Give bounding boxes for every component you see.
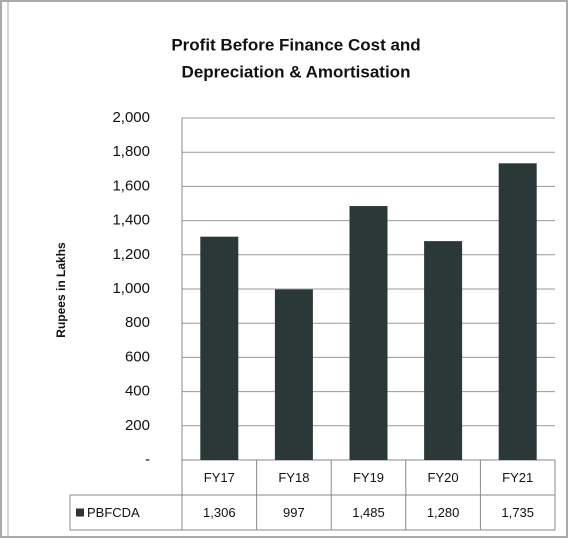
- y-tick-label: 200: [125, 417, 150, 434]
- legend-label: PBFCDA: [87, 505, 140, 520]
- y-tick-label: 2,000: [112, 109, 150, 126]
- x-tick-label: FY18: [278, 470, 309, 485]
- bar: [274, 289, 313, 460]
- legend-key: [76, 508, 84, 517]
- data-label: 997: [283, 505, 305, 520]
- bar: [200, 236, 239, 460]
- data-label: 1,735: [501, 505, 534, 520]
- bar: [498, 163, 537, 460]
- y-tick-label: 1,600: [112, 177, 150, 194]
- y-tick-label: 400: [125, 383, 150, 400]
- x-tick-label: FY21: [502, 470, 533, 485]
- bar: [424, 241, 463, 460]
- chart-title: Depreciation & Amortisation: [182, 62, 411, 81]
- y-tick-label: 600: [125, 348, 150, 365]
- y-tick-label: 800: [125, 314, 150, 331]
- data-label: 1,485: [352, 505, 385, 520]
- y-tick-label: 1,800: [112, 143, 150, 160]
- y-tick-label: -: [145, 451, 150, 468]
- y-tick-label: 1,400: [112, 212, 150, 229]
- data-label: 1,280: [427, 505, 460, 520]
- bar: [349, 206, 388, 460]
- chart-title: Profit Before Finance Cost and: [171, 35, 420, 54]
- x-tick-label: FY17: [204, 470, 235, 485]
- y-tick-label: 1,200: [112, 246, 150, 263]
- x-tick-label: FY20: [428, 470, 459, 485]
- x-tick-label: FY19: [353, 470, 384, 485]
- data-label: 1,306: [203, 505, 236, 520]
- y-axis-label: Rupees in Lakhs: [54, 242, 68, 338]
- y-tick-label: 1,000: [112, 280, 150, 297]
